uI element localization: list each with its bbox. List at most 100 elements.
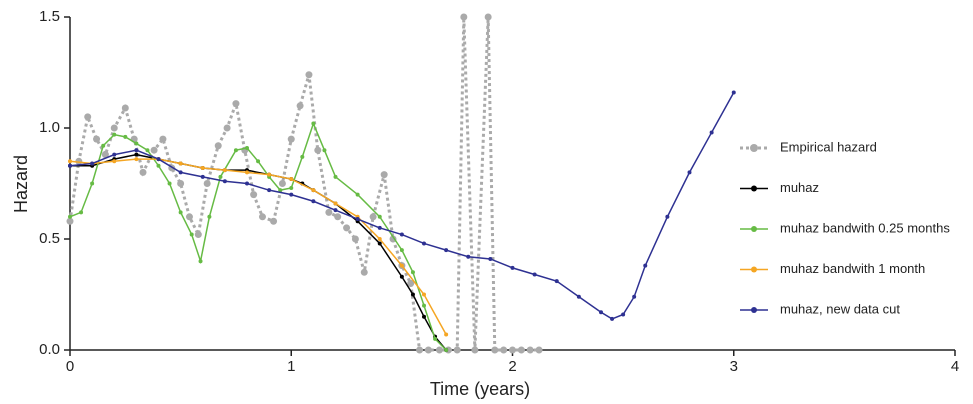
legend-label: muhaz bandwith 1 month	[780, 261, 925, 276]
point	[325, 208, 333, 216]
point	[233, 148, 238, 153]
point	[159, 135, 167, 143]
point	[621, 312, 626, 317]
point	[380, 171, 388, 179]
point	[79, 210, 84, 215]
legend-label: muhaz, new data cut	[780, 301, 900, 316]
series-line	[69, 158, 447, 335]
point	[189, 232, 194, 237]
legend-label: muhaz bandwith 0.25 months	[780, 220, 950, 235]
point	[200, 165, 205, 170]
point	[632, 294, 637, 299]
point	[178, 161, 183, 166]
legend-marker	[751, 266, 757, 273]
point	[68, 214, 72, 219]
point	[665, 214, 670, 219]
y-tick-label: 0.5	[39, 230, 60, 247]
point	[101, 143, 106, 148]
point	[267, 172, 272, 177]
point	[121, 104, 129, 112]
point	[214, 142, 222, 150]
point	[139, 168, 147, 176]
point	[84, 113, 92, 121]
point	[422, 292, 426, 297]
point	[422, 303, 426, 308]
point	[134, 148, 139, 153]
point	[314, 146, 322, 154]
y-tick-label: 0.0	[39, 341, 60, 358]
point	[110, 124, 118, 132]
series-line	[70, 153, 447, 351]
point	[399, 274, 404, 279]
point	[311, 188, 316, 193]
legend-marker	[751, 185, 757, 192]
point	[399, 248, 404, 253]
point	[156, 157, 161, 162]
x-axis-label: Time (years)	[430, 379, 530, 399]
point	[300, 154, 305, 159]
legend-label: Empirical hazard	[780, 139, 877, 154]
point	[687, 170, 692, 175]
point	[369, 213, 377, 221]
point	[407, 279, 415, 287]
point	[218, 174, 223, 179]
point	[200, 174, 205, 179]
point	[101, 151, 109, 159]
point	[322, 148, 327, 153]
point	[278, 188, 283, 193]
point	[424, 346, 432, 354]
point	[517, 346, 525, 354]
point	[250, 191, 258, 199]
point	[289, 177, 294, 182]
point	[178, 170, 183, 175]
legend-marker	[751, 307, 757, 313]
point	[258, 213, 266, 221]
point	[123, 134, 128, 139]
x-tick-label: 1	[287, 358, 295, 375]
point	[245, 181, 249, 186]
point	[444, 332, 449, 337]
point	[134, 141, 139, 146]
point	[422, 241, 426, 246]
point	[554, 279, 559, 284]
point	[68, 163, 72, 168]
point	[343, 224, 351, 232]
x-tick-label: 3	[730, 358, 738, 375]
point	[526, 346, 534, 354]
series-line	[69, 92, 735, 320]
point	[222, 168, 227, 173]
point	[377, 225, 382, 230]
point	[377, 241, 382, 246]
point	[68, 159, 72, 164]
point	[150, 146, 158, 154]
point	[296, 102, 304, 110]
point	[471, 346, 479, 354]
point	[422, 314, 426, 319]
point	[460, 13, 468, 21]
point	[433, 336, 438, 341]
point	[289, 185, 294, 190]
series-line	[69, 121, 447, 351]
point	[709, 130, 714, 135]
point	[355, 217, 360, 222]
point	[245, 145, 249, 150]
point	[311, 199, 316, 204]
point	[305, 71, 313, 79]
point	[311, 121, 316, 126]
point	[399, 263, 404, 268]
point	[643, 263, 648, 268]
point	[134, 152, 139, 157]
point	[145, 148, 150, 153]
legend-label: muhaz	[780, 180, 819, 195]
point	[509, 346, 516, 354]
y-axis-label: Hazard	[11, 155, 31, 213]
point	[377, 214, 382, 219]
point	[112, 132, 117, 137]
point	[334, 213, 342, 221]
y-tick-label: 1.5	[39, 8, 60, 25]
point	[510, 265, 515, 270]
point	[270, 217, 278, 225]
point	[112, 152, 117, 157]
point	[194, 231, 202, 239]
